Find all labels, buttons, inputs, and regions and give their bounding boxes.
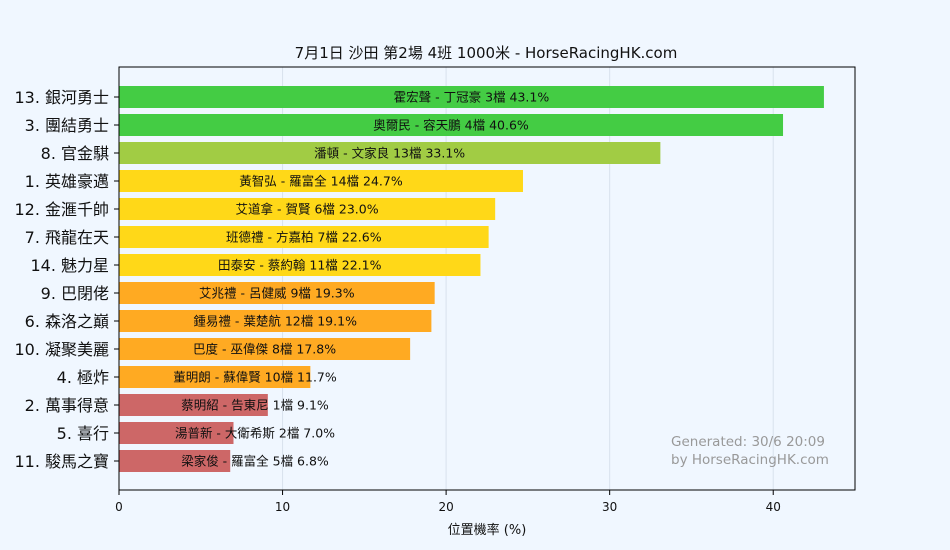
bar-label: 董明朗 - 蘇偉賢 10檔 11.7% [173,370,337,385]
y-tick-label: 14. 魅力星 [30,256,109,275]
y-tick-label: 3. 團結勇士 [25,116,109,135]
bar-label: 艾道拿 - 賀賢 6檔 23.0% [236,202,379,217]
bar-label: 巴度 - 巫偉傑 8檔 17.8% [193,342,336,357]
x-tick-label: 30 [602,500,617,514]
x-tick-label: 40 [766,500,781,514]
bar [119,338,411,360]
bar [119,226,489,248]
bar [119,114,784,136]
bar-label: 梁家俊 - 羅富全 5檔 6.8% [181,454,329,469]
bar [119,310,432,332]
y-tick-label: 11. 駿馬之寶 [14,452,109,471]
bar-label: 潘頓 - 文家良 13檔 33.1% [314,146,465,161]
chart-title: 7月1日 沙田 第2場 4班 1000米 - HorseRacingHK.com [295,44,678,62]
y-tick-label: 12. 金滙千帥 [14,200,109,219]
bar-labels: 霍宏聲 - 丁冠豪 3檔 43.1% 奧爾民 - 容天鵬 4檔 40.6% 潘頓 -… [173,90,549,469]
y-tick-labels: 13. 銀河勇士 3. 團結勇士 8. 官金騏 1. 英雄豪邁 12. 金滙千帥 7. 飛… [14,88,119,471]
bar [119,450,231,472]
y-tick-label: 13. 銀河勇士 [14,88,109,107]
bars [119,86,824,472]
x-tick-label: 20 [438,500,453,514]
bar [119,86,824,108]
bar-label: 蔡明紹 - 告東尼 1檔 9.1% [181,398,329,413]
bar-label: 奧爾民 - 容天鵬 4檔 40.6% [373,118,529,133]
bar-label: 霍宏聲 - 丁冠豪 3檔 43.1% [394,90,550,105]
x-tick-label: 10 [275,500,290,514]
bar [119,366,311,388]
y-tick-label: 9. 巴閉佬 [41,284,109,303]
y-tick-label: 6. 森洛之巔 [25,312,109,331]
watermark-generated: Generated: 30/6 20:09 [671,434,825,450]
watermark-site: by HorseRacingHK.com [671,452,829,468]
bar-label: 艾兆禮 - 呂健威 9檔 19.3% [199,286,355,301]
y-tick-label: 7. 飛龍在天 [25,228,109,247]
bar [119,254,481,276]
grid-lines [282,67,774,490]
y-tick-label: 10. 凝聚美麗 [14,340,109,359]
y-tick-label: 8. 官金騏 [41,144,109,163]
x-tick-label: 0 [115,500,123,514]
bar [119,198,496,220]
x-ticks: 0 10 20 30 40 [115,490,781,514]
bar-label: 班德禮 - 方嘉柏 7檔 22.6% [226,230,382,245]
bar-label: 鍾易禮 - 葉楚航 12檔 19.1% [193,314,357,329]
y-tick-label: 2. 萬事得意 [25,396,109,415]
bar-label: 田泰安 - 蔡約翰 11檔 22.1% [218,258,382,273]
plot-frame [118,66,856,491]
bar [119,170,523,192]
bar [119,282,435,304]
bar [119,394,268,416]
bar-label: 湯普新 - 大衛希斯 2檔 7.0% [175,426,335,441]
x-axis-label: 位置機率 (%) [448,522,527,538]
bar-label: 黃智弘 - 羅富全 14檔 24.7% [239,174,403,189]
y-tick-label: 4. 極炸 [57,368,109,387]
bar [119,142,661,164]
bar [119,422,234,444]
y-tick-label: 5. 喜行 [57,424,109,443]
y-tick-label: 1. 英雄豪邁 [25,172,109,191]
